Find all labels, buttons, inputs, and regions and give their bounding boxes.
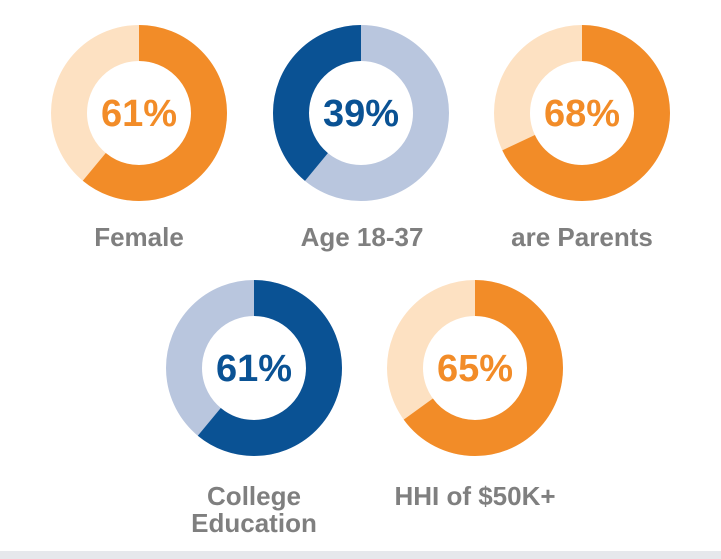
label-parents: are Parents <box>511 222 653 252</box>
label-female: Female <box>94 222 184 252</box>
donut-college-percent: 61% <box>216 348 292 390</box>
donut-college-value-arc <box>166 280 342 456</box>
donut-hhi-svg: 65% <box>387 280 563 456</box>
donut-age-percent: 39% <box>323 93 399 135</box>
bottom-divider <box>0 551 721 559</box>
donut-age-value-arc <box>273 25 449 201</box>
donut-parents-percent: 68% <box>544 93 620 135</box>
label-age: Age 18-37 <box>300 222 424 252</box>
donut-female-svg: 61% <box>51 25 227 201</box>
donut-female-percent: 61% <box>101 93 177 135</box>
donut-hhi-value-arc <box>387 280 563 456</box>
donut-age: 39% <box>273 25 449 201</box>
label-hhi: HHI of $50K+ <box>394 481 556 511</box>
label-college: College Education <box>134 483 374 537</box>
donut-parents-svg: 68% <box>494 25 670 201</box>
donut-female-value-arc <box>51 25 227 201</box>
donut-college-svg: 61% <box>166 280 342 456</box>
donut-parents: 68% <box>494 25 670 201</box>
label-college-text: College Education <box>191 481 317 538</box>
donut-age-svg: 39% <box>273 25 449 201</box>
donut-female: 61% <box>51 25 227 201</box>
donut-parents-value-arc <box>494 25 670 201</box>
donut-hhi: 65% <box>387 280 563 456</box>
donut-college: 61% <box>166 280 342 456</box>
donut-hhi-percent: 65% <box>437 348 513 390</box>
